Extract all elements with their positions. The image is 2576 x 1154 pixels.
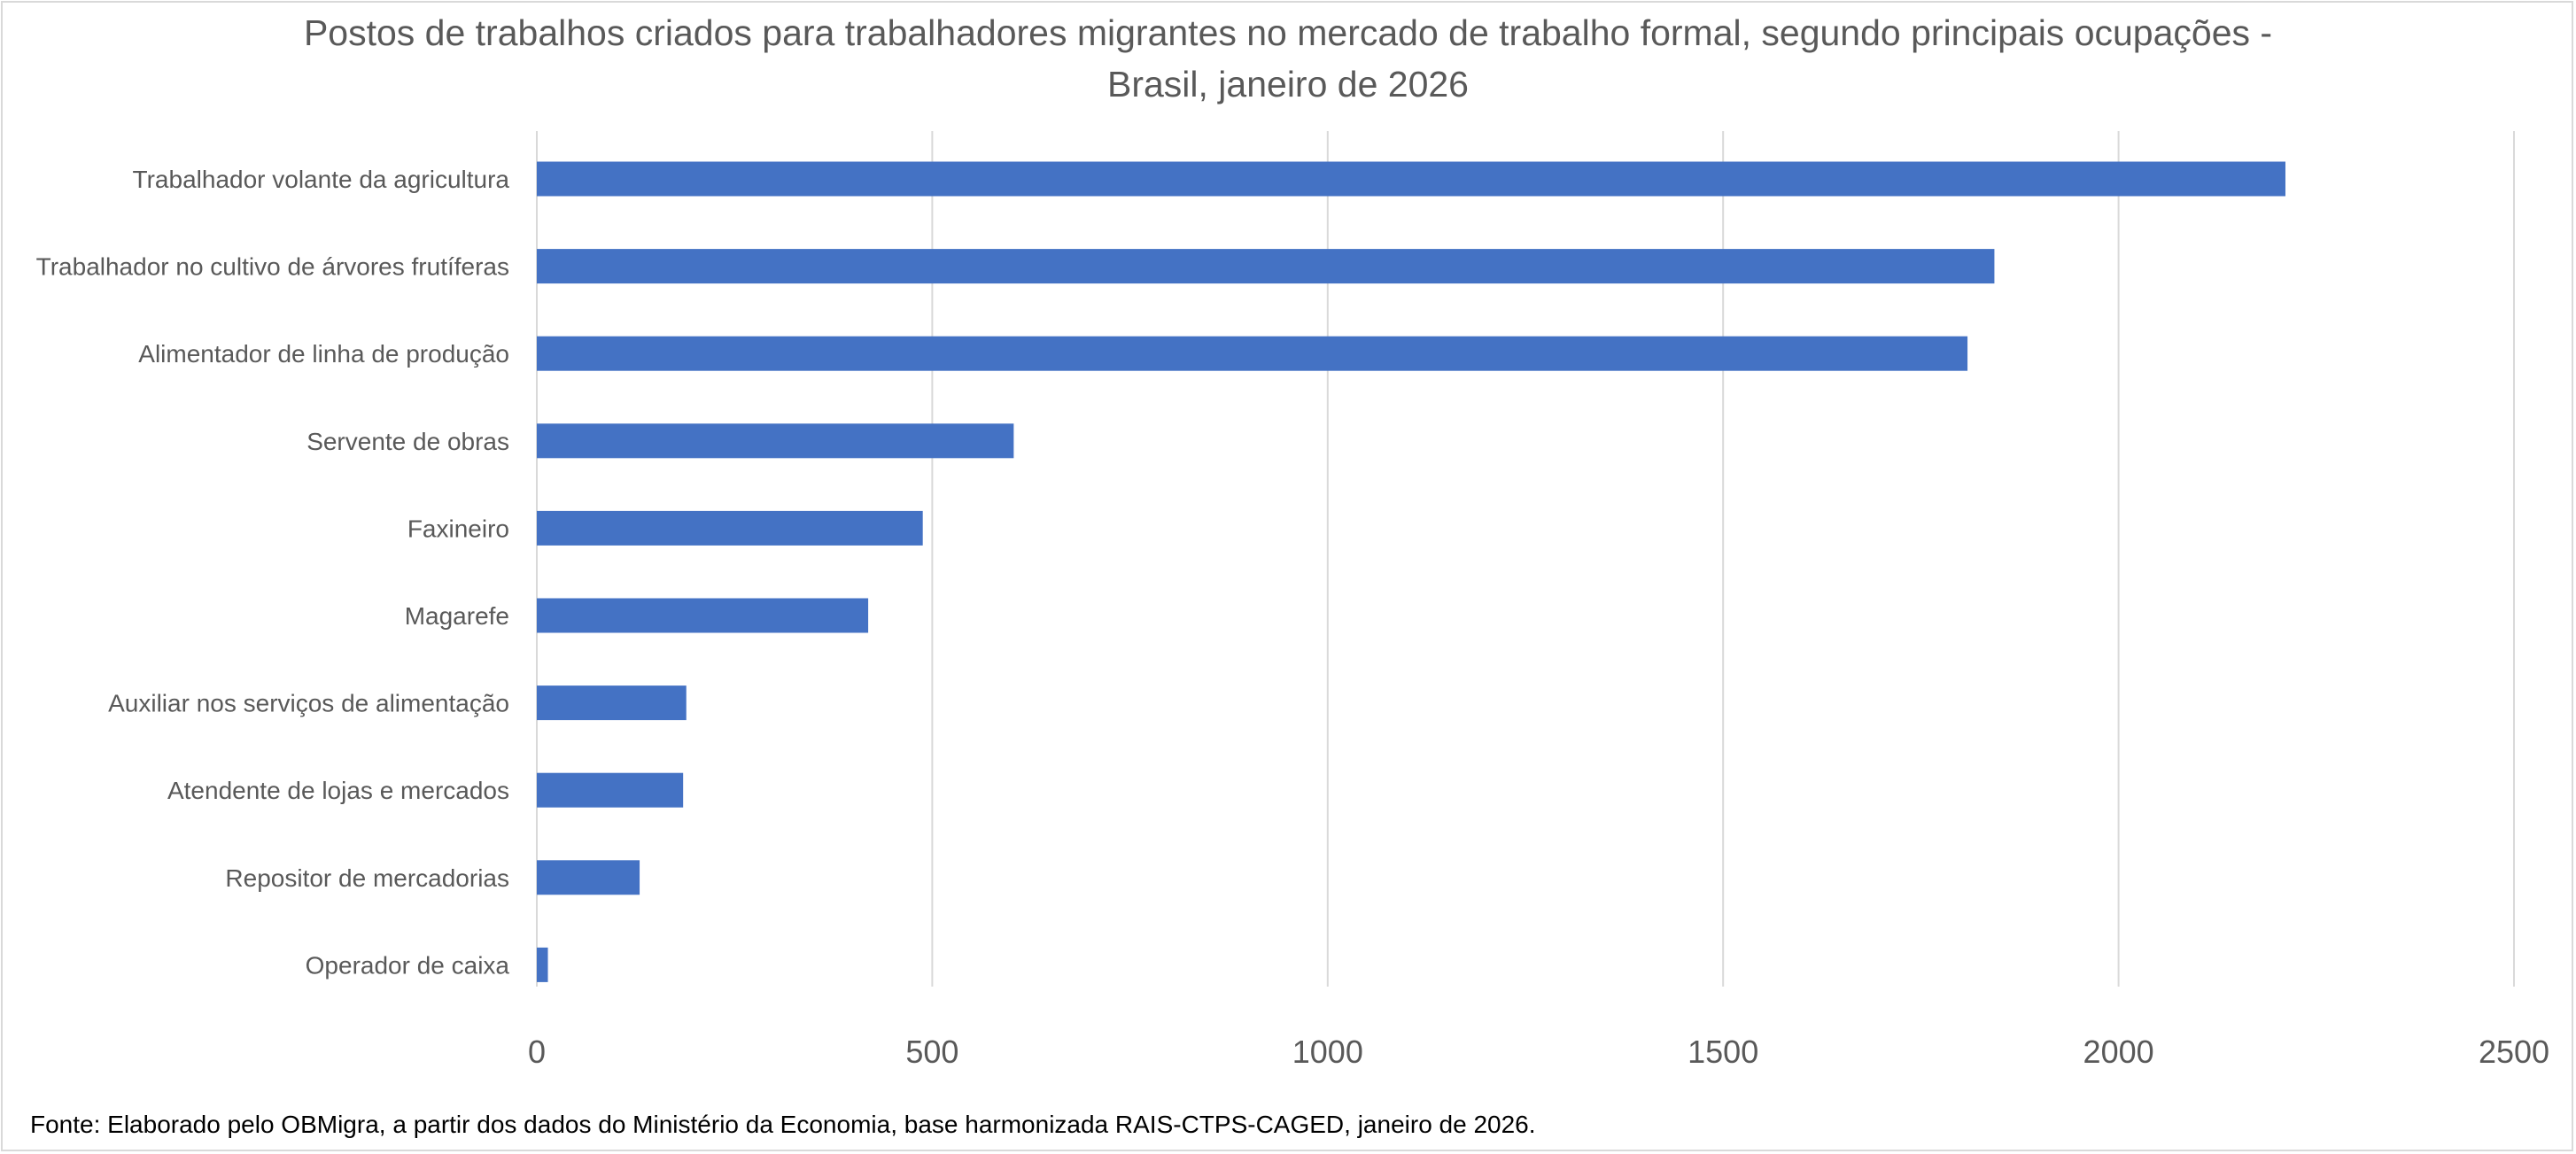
x-tick-label: 0 — [528, 1034, 546, 1070]
category-label: Magarefe — [405, 602, 509, 630]
chart-title: Postos de trabalhos criados para trabalh… — [0, 7, 2576, 110]
category-label: Alimentador de linha de produção — [138, 340, 509, 368]
x-axis-tick-labels: 0 500 1000 1500 2000 2500 — [528, 1034, 2549, 1070]
chart-title-line-2: Brasil, janeiro de 2026 — [1107, 64, 1469, 105]
category-label: Operador de caixa — [306, 951, 510, 979]
bar — [537, 772, 684, 808]
bar — [537, 860, 640, 895]
bar — [537, 336, 1968, 371]
bar — [537, 161, 2285, 197]
bar — [537, 685, 687, 721]
bar — [537, 249, 1995, 284]
category-label: Atendente de lojas e mercados — [167, 777, 509, 804]
x-tick-label: 2000 — [2083, 1034, 2154, 1070]
source-note: Fonte: Elaborado pelo OBMigra, a partir … — [30, 1111, 1536, 1138]
bar — [537, 598, 869, 633]
category-label: Faxineiro — [407, 515, 509, 542]
x-tick-label: 2500 — [2479, 1034, 2549, 1070]
x-tick-label: 500 — [905, 1034, 958, 1070]
x-tick-label: 1000 — [1292, 1034, 1363, 1070]
category-label: Trabalhador no cultivo de árvores frutíf… — [36, 253, 509, 281]
category-label: Servente de obras — [306, 428, 509, 455]
bar — [537, 947, 548, 982]
chart-title-line-1: Postos de trabalhos criados para trabalh… — [303, 12, 2273, 53]
category-label: Auxiliar nos serviços de alimentação — [108, 690, 509, 717]
category-label: Repositor de mercadorias — [225, 864, 509, 892]
x-tick-label: 1500 — [1688, 1034, 1758, 1070]
bar — [537, 510, 923, 546]
bar — [537, 423, 1014, 459]
category-labels: Trabalhador volante da agricultura Trabal… — [36, 166, 510, 979]
bars — [537, 161, 2285, 982]
category-label: Trabalhador volante da agricultura — [133, 166, 510, 193]
